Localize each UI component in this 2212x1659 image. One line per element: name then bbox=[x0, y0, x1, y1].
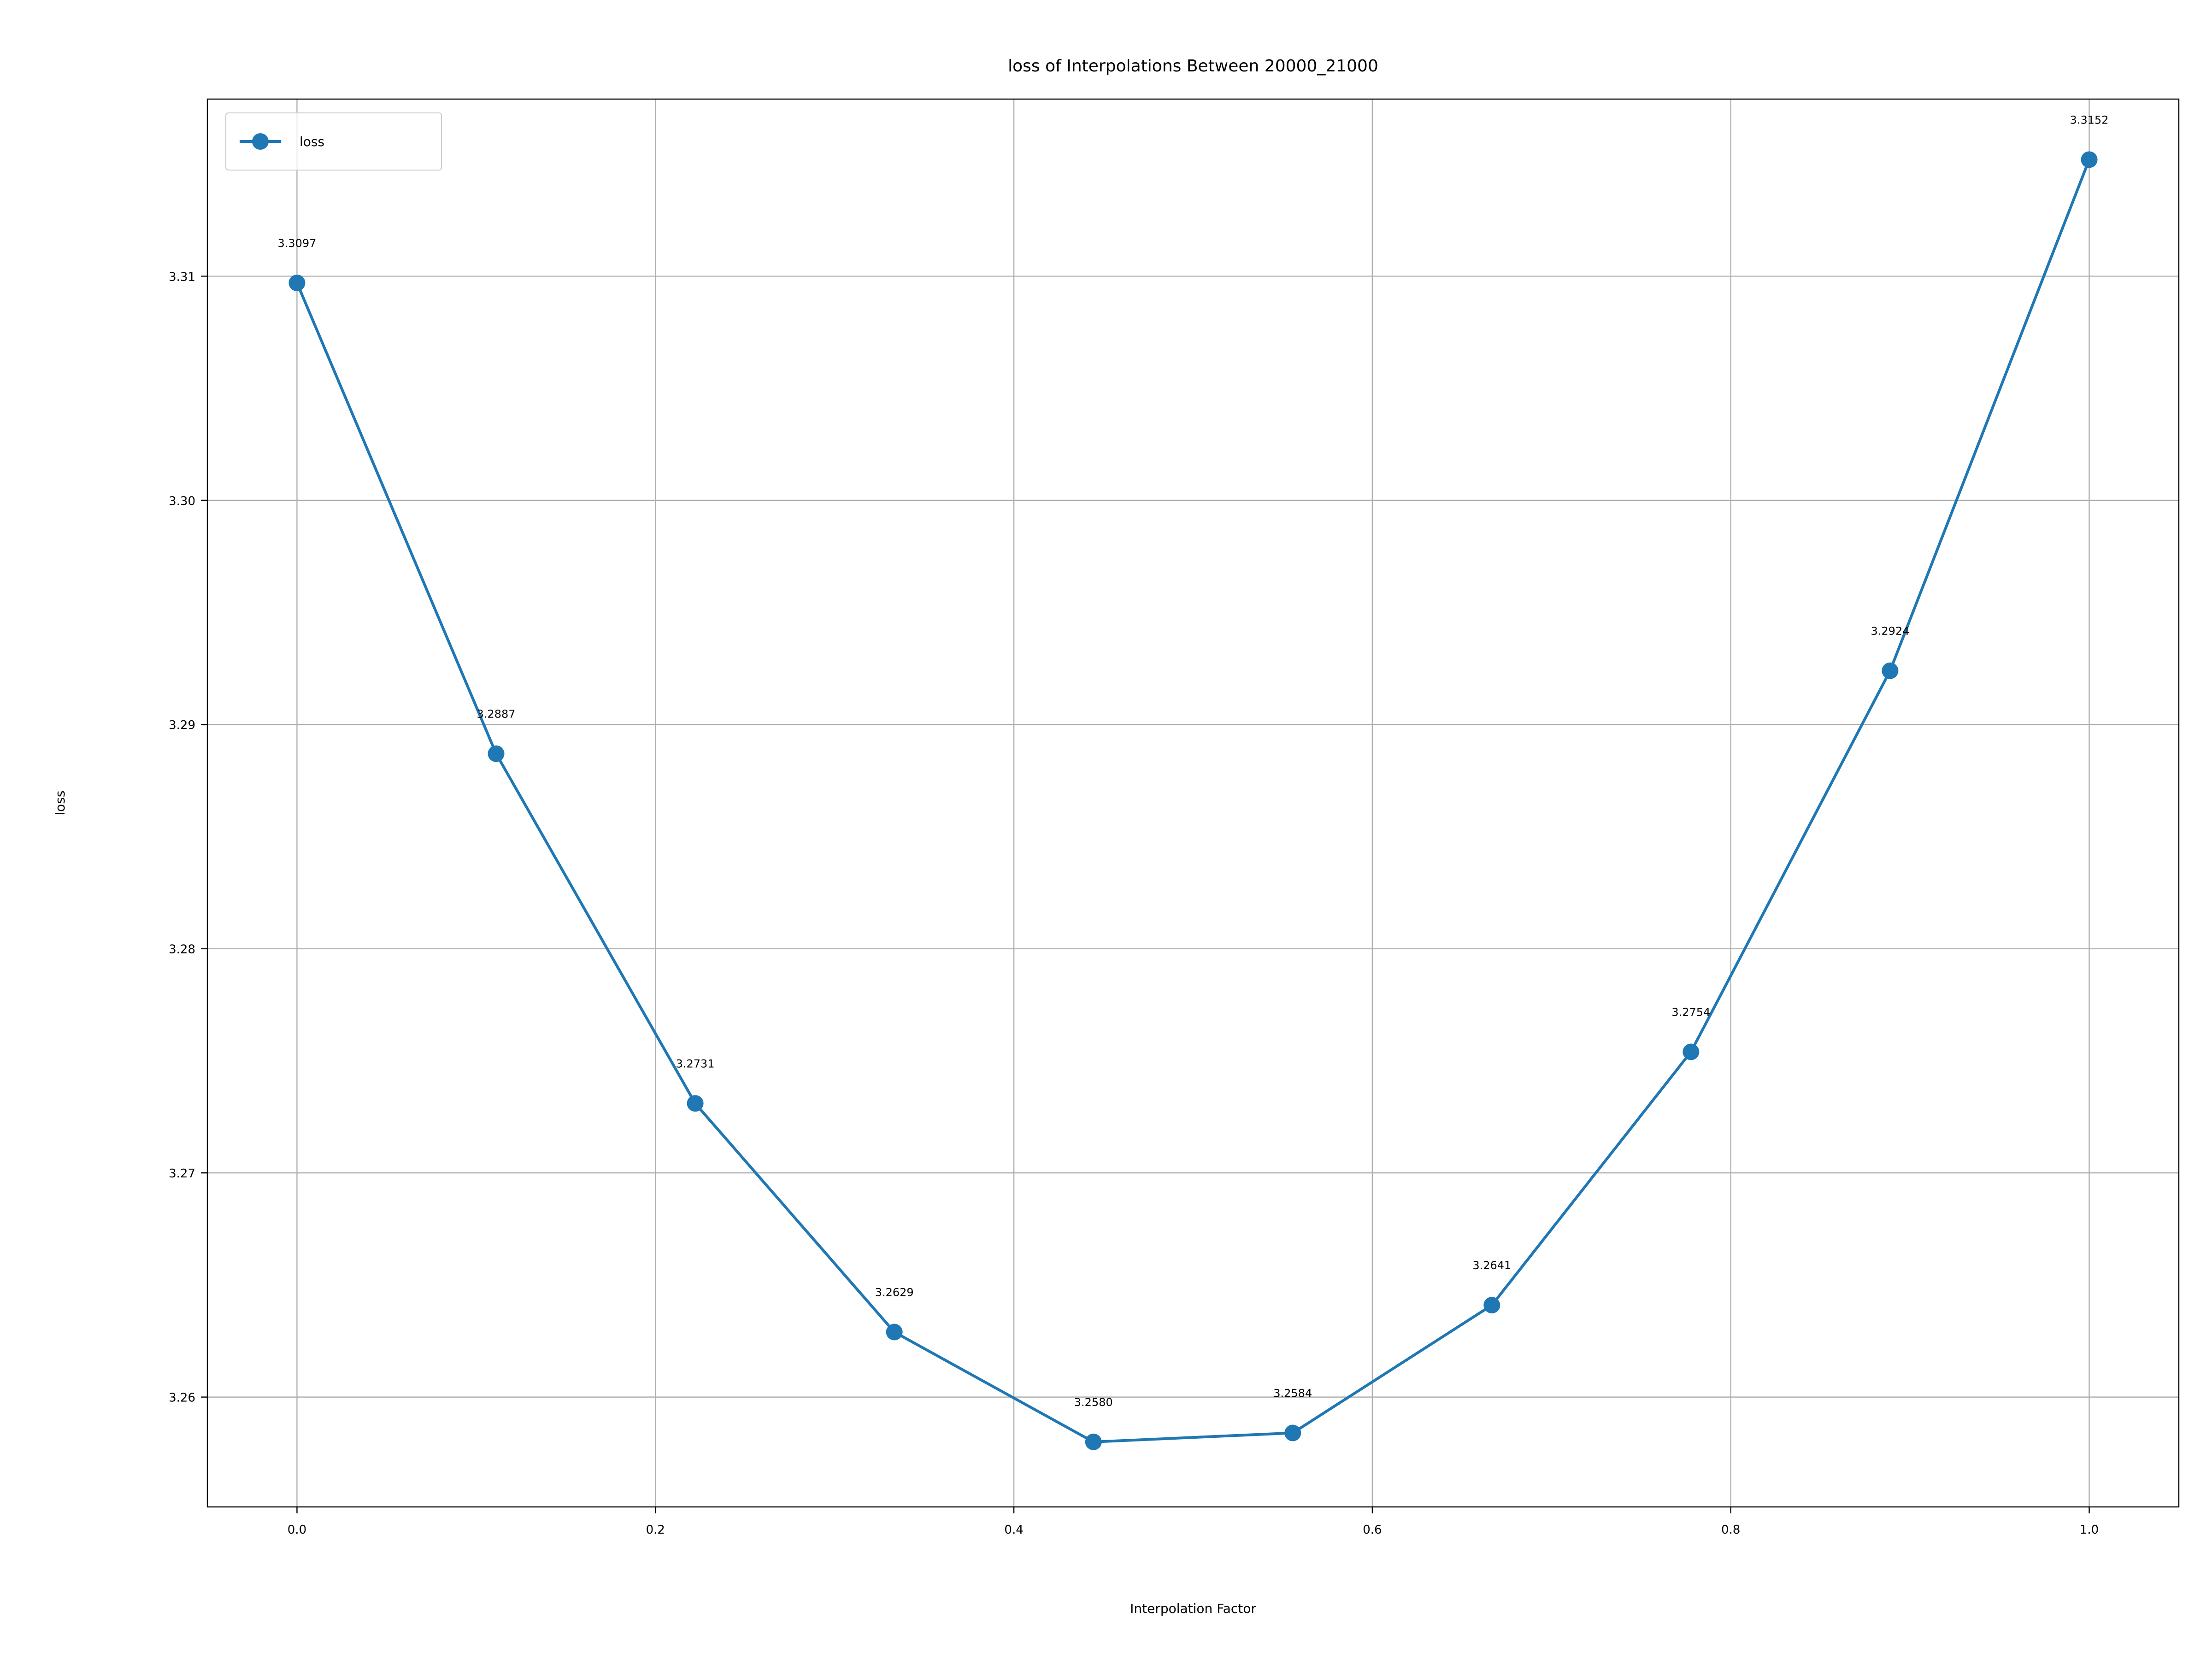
data-label: 3.2580 bbox=[1074, 1396, 1113, 1409]
y-tick-label: 3.26 bbox=[169, 1391, 195, 1405]
x-tick-label: 1.0 bbox=[2080, 1523, 2099, 1537]
y-tick-label: 3.27 bbox=[169, 1167, 195, 1181]
data-point bbox=[2081, 151, 2098, 168]
y-tick-label: 3.29 bbox=[169, 718, 195, 732]
x-tick-label: 0.0 bbox=[288, 1523, 306, 1537]
data-label: 3.2584 bbox=[1273, 1387, 1312, 1400]
data-point bbox=[886, 1324, 903, 1341]
legend-marker bbox=[252, 133, 269, 150]
x-tick-label: 0.4 bbox=[1004, 1523, 1023, 1537]
chart-title: loss of Interpolations Between 20000_210… bbox=[1008, 57, 1378, 76]
y-tick-label: 3.30 bbox=[169, 494, 195, 508]
data-point bbox=[1085, 1433, 1102, 1450]
data-point bbox=[1882, 662, 1899, 679]
y-tick-label: 3.31 bbox=[169, 270, 195, 284]
data-point bbox=[687, 1095, 704, 1112]
grid-lines bbox=[207, 99, 2179, 1507]
plot-frame bbox=[206, 98, 2180, 1508]
data-label: 3.2629 bbox=[875, 1286, 914, 1299]
data-label: 3.2887 bbox=[477, 707, 516, 720]
data-label: 3.2754 bbox=[1671, 1006, 1710, 1018]
data-label: 3.2641 bbox=[1472, 1259, 1511, 1272]
y-axis-ticks: 3.26 3.27 3.28 3.29 3.30 3.31 bbox=[169, 270, 207, 1405]
data-point bbox=[288, 274, 306, 291]
series-line-loss bbox=[295, 159, 2091, 1443]
y-axis-label: loss bbox=[53, 790, 68, 815]
x-tick-label: 0.8 bbox=[1721, 1523, 1740, 1537]
data-point bbox=[1284, 1424, 1301, 1441]
x-tick-label: 0.6 bbox=[1363, 1523, 1382, 1537]
data-label: 3.2731 bbox=[676, 1057, 715, 1070]
legend: loss bbox=[225, 112, 442, 171]
data-label: 3.3097 bbox=[277, 237, 316, 250]
data-labels: 3.3097 3.2887 3.2731 3.2629 3.2580 3.2584 3.26… bbox=[277, 113, 2108, 1409]
y-tick-label: 3.28 bbox=[169, 943, 195, 957]
legend-entry-loss: loss bbox=[300, 134, 324, 149]
data-label: 3.2924 bbox=[1871, 624, 1909, 637]
data-point bbox=[488, 745, 505, 762]
legend-box bbox=[225, 112, 442, 171]
x-axis-ticks: 0.0 0.2 0.4 0.6 0.8 1.0 bbox=[288, 1507, 2099, 1537]
data-point bbox=[1683, 1043, 1700, 1060]
x-tick-label: 0.2 bbox=[646, 1523, 665, 1537]
data-point bbox=[1483, 1297, 1500, 1314]
series-layer bbox=[288, 151, 2098, 1450]
data-label: 3.3152 bbox=[2070, 113, 2109, 126]
x-axis-label: Interpolation Factor bbox=[1130, 1601, 1256, 1616]
